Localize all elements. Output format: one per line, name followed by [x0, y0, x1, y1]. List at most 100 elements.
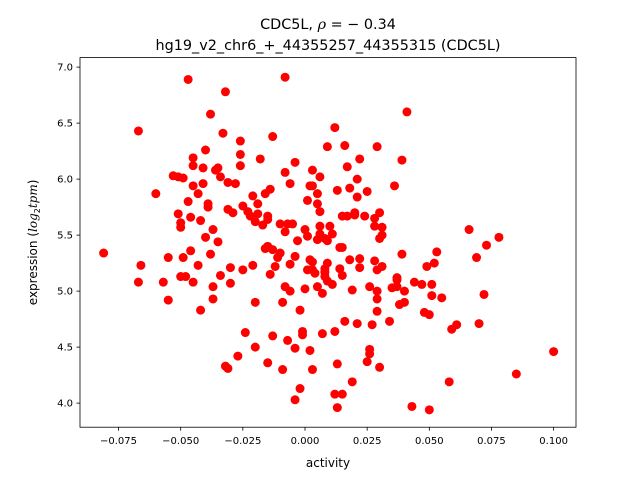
data-point: [178, 173, 188, 183]
data-point: [330, 389, 340, 399]
data-point: [280, 167, 290, 177]
data-point: [290, 343, 300, 353]
data-point: [337, 270, 347, 280]
data-point: [322, 258, 332, 268]
data-point: [399, 297, 409, 307]
data-point: [213, 163, 223, 173]
data-point: [181, 272, 191, 282]
x-axis-ticks: −0.075 −0.050 −0.025 0.000 0.025 0.050 0.075 0.…: [100, 427, 568, 447]
data-point: [285, 179, 295, 189]
data-point: [511, 369, 521, 379]
data-point: [322, 236, 332, 246]
data-point: [375, 362, 385, 372]
data-point: [325, 221, 335, 231]
data-point: [250, 217, 260, 227]
data-point: [355, 263, 365, 273]
data-point: [312, 199, 322, 209]
data-point: [307, 181, 317, 191]
data-point: [392, 275, 402, 285]
data-point: [305, 345, 315, 355]
data-point: [255, 154, 265, 164]
data-point: [362, 186, 372, 196]
data-point: [472, 253, 482, 263]
data-point: [275, 248, 285, 258]
chart-title-line2: hg19_v2_chr6_+_44355257_44355315 (CDC5L): [155, 38, 500, 54]
data-point: [250, 297, 260, 307]
data-point: [178, 253, 188, 263]
data-point: [283, 335, 293, 345]
data-point: [347, 285, 357, 295]
data-point: [196, 305, 206, 315]
data-point: [213, 237, 223, 247]
data-point: [99, 248, 109, 258]
data-point: [370, 256, 380, 266]
data-point: [198, 163, 208, 173]
data-point: [424, 310, 434, 320]
y-axis-label: expression (log2tpm): [26, 180, 42, 306]
data-point: [235, 136, 245, 146]
y-tick-label: 5.5: [57, 231, 73, 242]
data-point: [300, 284, 310, 294]
data-point: [337, 389, 347, 399]
data-point: [280, 72, 290, 82]
data-point: [250, 342, 260, 352]
data-point: [133, 126, 143, 136]
data-point: [188, 153, 198, 163]
data-point: [201, 232, 211, 242]
data-point: [278, 365, 288, 375]
data-point: [196, 216, 206, 226]
x-tick-label: −0.025: [224, 436, 261, 447]
data-point: [345, 183, 355, 193]
data-point: [233, 351, 243, 361]
data-point: [228, 208, 238, 218]
data-point: [275, 219, 285, 229]
data-point: [285, 286, 295, 296]
data-point: [315, 207, 325, 217]
data-point: [215, 270, 225, 280]
data-point: [208, 225, 218, 235]
data-point: [312, 282, 322, 292]
data-point: [310, 268, 320, 278]
data-point: [186, 246, 196, 256]
data-point: [494, 232, 504, 242]
data-point: [377, 222, 387, 232]
data-point: [482, 240, 491, 250]
data-point: [208, 282, 218, 292]
data-point: [407, 401, 417, 411]
data-point: [367, 320, 377, 330]
data-point: [198, 179, 208, 189]
data-point: [399, 286, 409, 296]
data-point: [385, 316, 395, 326]
data-point: [402, 107, 412, 117]
data-point: [223, 177, 233, 187]
data-point: [427, 279, 437, 289]
data-point: [307, 165, 317, 175]
data-point: [327, 229, 337, 239]
data-point: [317, 329, 327, 339]
data-point: [350, 210, 360, 220]
data-point: [176, 222, 186, 232]
data-point: [163, 253, 173, 263]
data-point: [340, 316, 350, 326]
data-point: [429, 258, 439, 268]
data-point: [270, 261, 280, 271]
data-point: [424, 405, 434, 415]
x-tick-label: 0.025: [353, 436, 382, 447]
data-point: [188, 277, 198, 287]
data-point: [352, 319, 362, 329]
data-point: [290, 157, 300, 167]
data-point: [215, 172, 225, 182]
data-point: [268, 331, 278, 341]
y-tick-label: 4.5: [57, 343, 73, 354]
data-point: [218, 128, 228, 138]
data-point: [549, 347, 559, 357]
data-point: [312, 189, 322, 199]
data-point: [295, 305, 305, 315]
data-point: [248, 260, 258, 270]
data-point: [474, 319, 484, 329]
data-point: [263, 358, 273, 368]
data-point: [330, 326, 340, 336]
data-point: [278, 297, 288, 307]
data-point: [372, 294, 382, 304]
